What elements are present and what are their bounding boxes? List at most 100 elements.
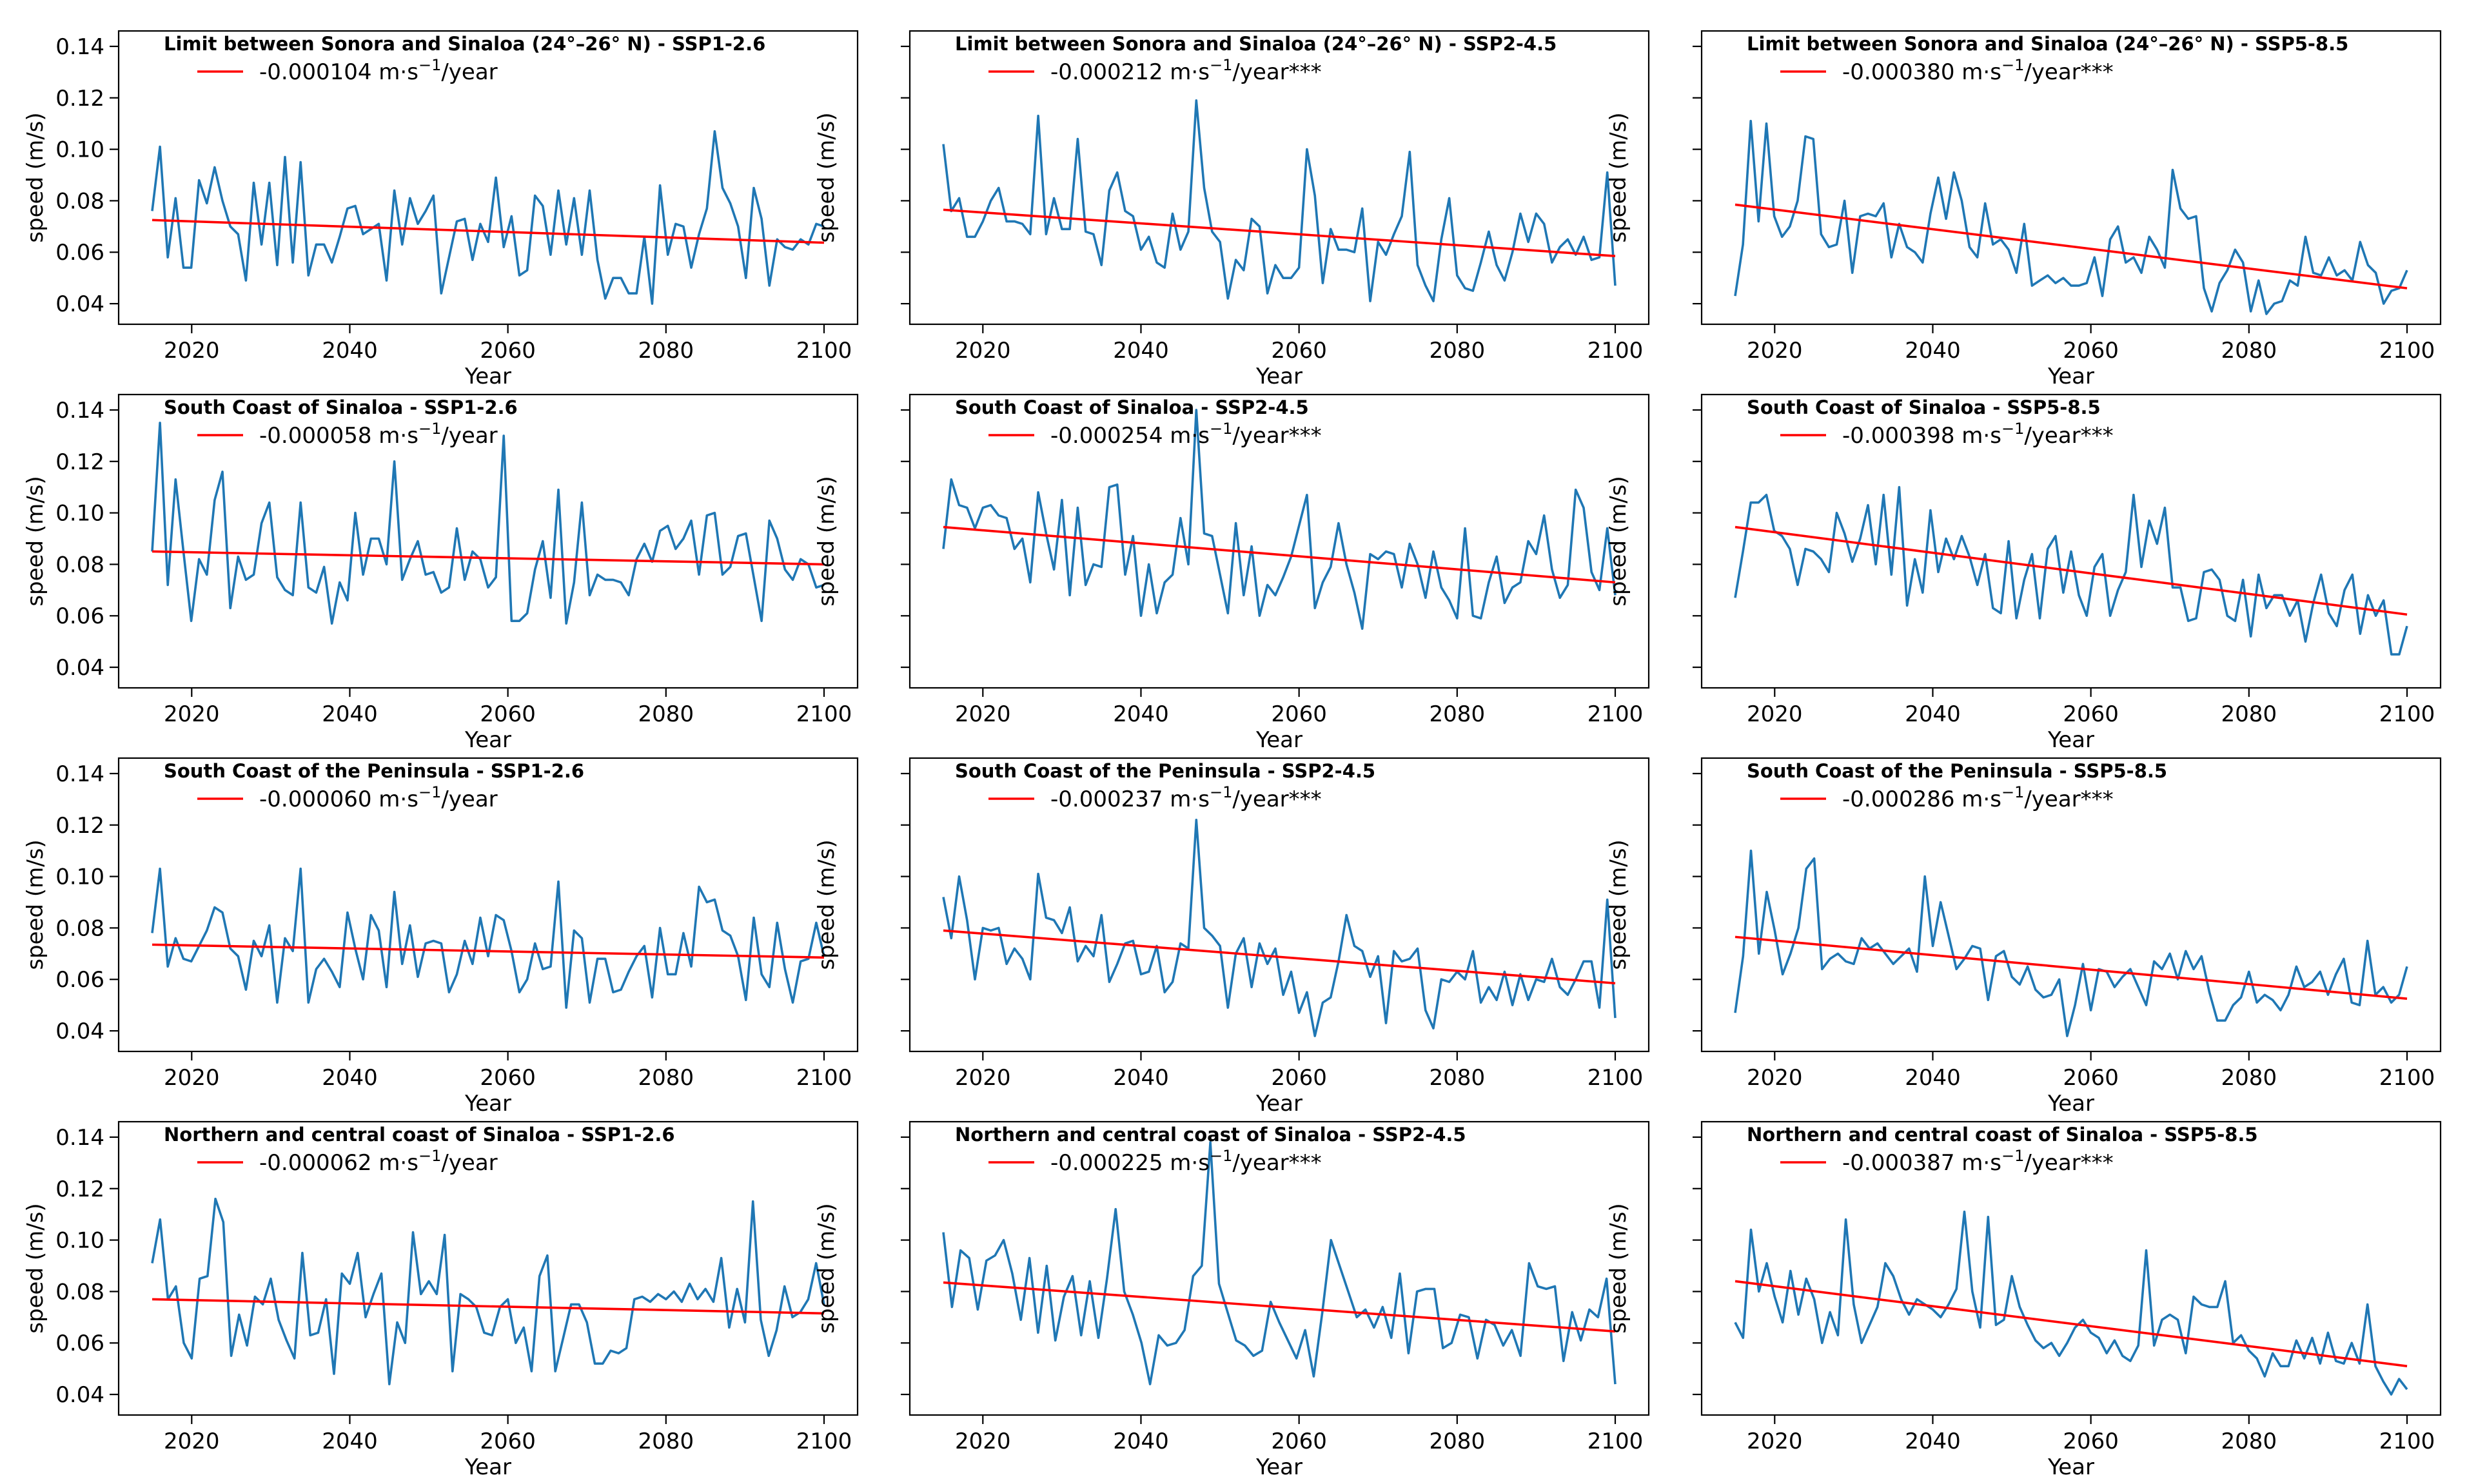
x-tick-label: 2040 bbox=[1113, 701, 1169, 727]
x-tick-label: 2080 bbox=[1430, 338, 1486, 364]
x-tick-label: 2020 bbox=[955, 1429, 1011, 1454]
legend-unit-suffix: /year bbox=[441, 423, 497, 449]
y-axis-label: speed (m/s) bbox=[23, 1203, 48, 1333]
legend-significance: *** bbox=[2081, 1150, 2114, 1176]
y-axis-label: speed (m/s) bbox=[23, 112, 48, 242]
y-tick-label: 0.08 bbox=[55, 552, 104, 578]
x-tick-label: 2100 bbox=[2379, 1429, 2435, 1454]
x-axis-label: Year bbox=[2047, 1091, 2094, 1117]
legend-label: -0.000387 m·s−1/year*** bbox=[1842, 1147, 2114, 1176]
legend-unit-suffix: /year bbox=[441, 786, 497, 812]
x-axis-label: Year bbox=[1255, 1454, 1302, 1480]
y-axis-label: speed (m/s) bbox=[1606, 476, 1631, 606]
x-tick-label: 2020 bbox=[1747, 338, 1803, 364]
trend-line bbox=[943, 208, 1616, 258]
y-tick-label: 0.08 bbox=[55, 915, 104, 941]
legend-unit: m·s bbox=[1163, 1150, 1210, 1176]
panel-title: Northern and central coast of Sinaloa - … bbox=[164, 1124, 675, 1146]
y-axis-label: speed (m/s) bbox=[1606, 1203, 1631, 1333]
series-line bbox=[942, 819, 1617, 1037]
x-tick-label: 2020 bbox=[955, 1065, 1011, 1091]
legend-significance: *** bbox=[1289, 786, 1322, 812]
y-tick-label: 0.06 bbox=[55, 603, 104, 629]
panel-title: Northern and central coast of Sinaloa - … bbox=[1747, 1124, 2258, 1146]
legend-unit-exponent: −1 bbox=[418, 420, 441, 438]
x-tick-label: 2020 bbox=[955, 338, 1011, 364]
x-tick-label: 2080 bbox=[1430, 1065, 1486, 1091]
x-tick-label: 2060 bbox=[1271, 701, 1327, 727]
series-line bbox=[942, 99, 1617, 302]
legend-value: -0.000387 bbox=[1842, 1150, 1955, 1176]
series-line bbox=[1734, 485, 2408, 656]
legend-significance: *** bbox=[2081, 423, 2114, 449]
x-tick-label: 2060 bbox=[1271, 338, 1327, 364]
legend-label: -0.000380 m·s−1/year*** bbox=[1842, 56, 2114, 85]
x-tick-label: 2100 bbox=[1587, 1065, 1644, 1091]
legend-value: -0.000104 bbox=[259, 59, 372, 85]
series-line bbox=[942, 1141, 1617, 1385]
y-tick-label: 0.14 bbox=[55, 398, 104, 424]
legend-unit: m·s bbox=[1163, 423, 1210, 449]
legend-unit-exponent: −1 bbox=[1210, 420, 1232, 438]
trend-line bbox=[152, 1298, 825, 1315]
legend-unit: m·s bbox=[1163, 786, 1210, 812]
legend-label: -0.000286 m·s−1/year*** bbox=[1842, 783, 2114, 812]
panel-title: Northern and central coast of Sinaloa - … bbox=[955, 1124, 1466, 1146]
trend-line bbox=[943, 1281, 1616, 1333]
legend-unit-exponent: −1 bbox=[1210, 783, 1232, 801]
legend-unit: m·s bbox=[1955, 59, 2001, 85]
x-tick-label: 2100 bbox=[796, 1065, 852, 1091]
legend-significance: *** bbox=[1289, 423, 1322, 449]
axes-frame bbox=[117, 393, 859, 689]
panel-title: South Coast of the Peninsula - SSP5-8.5 bbox=[1747, 760, 2167, 782]
x-axis-label: Year bbox=[1255, 727, 1302, 753]
panel-title: Limit between Sonora and Sinaloa (24°–26… bbox=[164, 33, 765, 55]
legend-unit-exponent: −1 bbox=[418, 56, 441, 74]
y-tick-label: 0.08 bbox=[55, 188, 104, 214]
trend-line bbox=[943, 929, 1616, 985]
x-tick-label: 2080 bbox=[2221, 1429, 2277, 1454]
legend-value: -0.000254 bbox=[1050, 423, 1163, 449]
y-tick-label: 0.14 bbox=[55, 34, 104, 60]
trend-line bbox=[1735, 203, 2408, 289]
x-tick-label: 2080 bbox=[638, 701, 694, 727]
chart-panel: 0.04 0.06 0.08 0.10 0.12 0.14 2020 2040 2060 2080… bbox=[23, 757, 859, 1117]
legend-unit-exponent: −1 bbox=[2001, 420, 2024, 438]
legend-unit: m·s bbox=[1955, 423, 2001, 449]
x-tick-label: 2040 bbox=[1113, 338, 1169, 364]
x-tick-label: 2100 bbox=[796, 701, 852, 727]
axes-frame bbox=[1700, 757, 2442, 1053]
legend-significance: *** bbox=[2081, 59, 2114, 85]
x-tick-label: 2080 bbox=[2221, 338, 2277, 364]
y-tick-label: 0.04 bbox=[55, 1382, 104, 1408]
y-tick-label: 0.06 bbox=[55, 1331, 104, 1356]
legend-unit-suffix: /year bbox=[1232, 786, 1288, 812]
legend-unit-suffix: /year bbox=[1232, 59, 1288, 85]
axes-frame bbox=[1700, 393, 2442, 689]
axes-frame bbox=[117, 30, 859, 326]
y-tick-label: 0.12 bbox=[55, 86, 104, 112]
x-tick-label: 2080 bbox=[638, 1429, 694, 1454]
y-tick-label: 0.10 bbox=[55, 1228, 104, 1254]
legend-label: -0.000225 m·s−1/year*** bbox=[1050, 1147, 1322, 1176]
legend-value: -0.000212 bbox=[1050, 59, 1163, 85]
panel-title: South Coast of the Peninsula - SSP1-2.6 bbox=[164, 760, 584, 782]
x-tick-label: 2080 bbox=[638, 338, 694, 364]
y-axis-label: speed (m/s) bbox=[814, 1203, 840, 1333]
legend-unit: m·s bbox=[1955, 786, 2001, 812]
x-axis-label: Year bbox=[464, 1454, 511, 1480]
chart-panel: 2020 2040 2060 2080 2100 Year speed (m/s) North… bbox=[1606, 1120, 2442, 1480]
x-tick-label: 2040 bbox=[322, 338, 378, 364]
legend-unit-suffix: /year bbox=[1232, 1150, 1288, 1176]
y-tick-label: 0.14 bbox=[55, 1125, 104, 1151]
x-tick-label: 2100 bbox=[796, 338, 852, 364]
x-tick-label: 2040 bbox=[322, 1065, 378, 1091]
trend-line bbox=[152, 550, 825, 566]
y-axis-label: speed (m/s) bbox=[1606, 112, 1631, 242]
x-tick-label: 2020 bbox=[164, 1429, 220, 1454]
chart-panel: 0.04 0.06 0.08 0.10 0.12 0.14 2020 2040 2060 2080… bbox=[23, 30, 859, 389]
legend-value: -0.000237 bbox=[1050, 786, 1163, 812]
axes-frame bbox=[117, 757, 859, 1053]
y-tick-label: 0.06 bbox=[55, 240, 104, 266]
